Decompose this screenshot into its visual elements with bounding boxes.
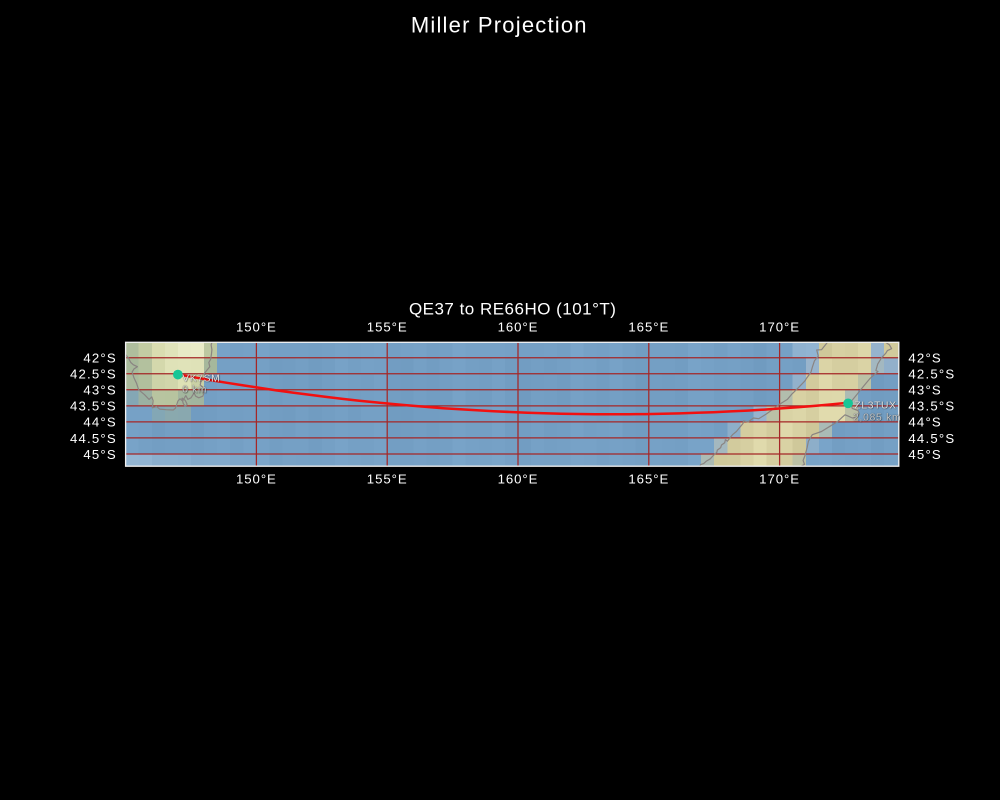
svg-text:42.5°S: 42.5°S [70,367,117,382]
svg-text:170°E: 170°E [759,472,800,487]
svg-text:QE37 to RE66HO (101°T): QE37 to RE66HO (101°T) [409,300,617,319]
svg-text:43.5°S: 43.5°S [70,399,117,414]
svg-text:170°E: 170°E [759,320,800,335]
svg-text:150°E: 150°E [236,320,277,335]
svg-text:45°S: 45°S [908,447,942,462]
svg-text:43°S: 43°S [908,383,942,398]
svg-text:Miller Projection: Miller Projection [411,13,588,38]
svg-text:155°E: 155°E [367,320,408,335]
svg-text:42°S: 42°S [908,351,942,366]
svg-text:43.5°S: 43.5°S [908,399,955,414]
svg-text:VK7SM: VK7SM [182,373,220,384]
svg-text:45°S: 45°S [83,447,117,462]
svg-text:44°S: 44°S [908,415,942,430]
svg-text:42.5°S: 42.5°S [908,367,955,382]
svg-text:43°S: 43°S [83,383,117,398]
svg-text:0 km: 0 km [182,385,207,396]
svg-text:160°E: 160°E [498,472,539,487]
svg-text:160°E: 160°E [498,320,539,335]
svg-text:155°E: 155°E [367,472,408,487]
svg-text:44.5°S: 44.5°S [908,431,955,446]
svg-text:44°S: 44°S [83,415,117,430]
svg-text:165°E: 165°E [628,320,669,335]
svg-text:ZL3TUX: ZL3TUX [854,400,896,411]
svg-text:165°E: 165°E [628,472,669,487]
svg-text:42°S: 42°S [83,351,117,366]
svg-text:44.5°S: 44.5°S [70,431,117,446]
svg-text:150°E: 150°E [236,472,277,487]
svg-text:2,085 km: 2,085 km [853,412,901,423]
